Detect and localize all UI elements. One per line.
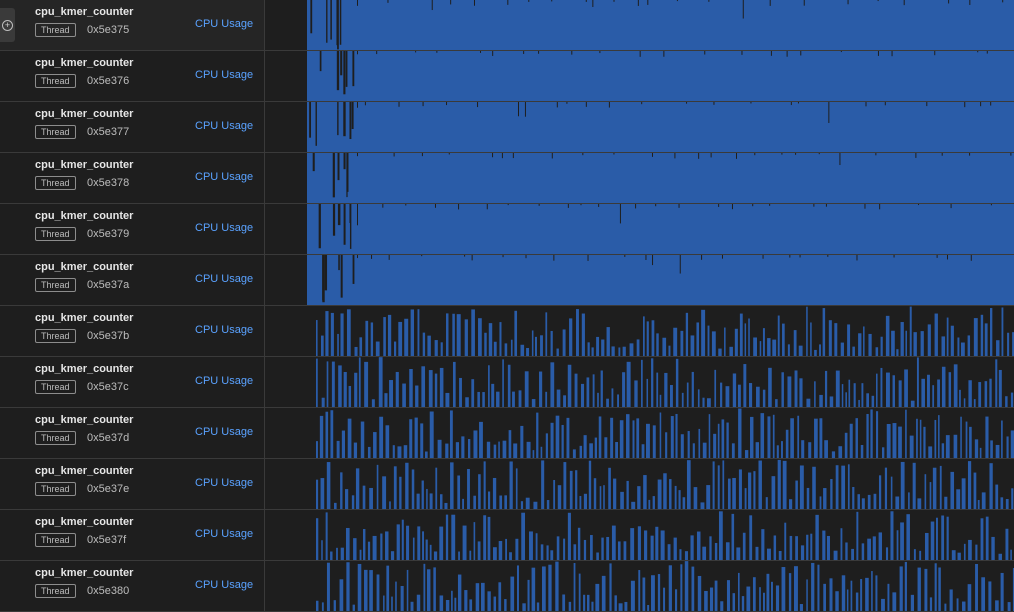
thread-id: 0x5e37f — [87, 534, 127, 546]
cpu-usage-graph — [307, 102, 1014, 152]
thread-badge: Thread — [35, 74, 76, 88]
thread-label-cell[interactable]: cpu_kmer_counter Thread 0x5e378 CPU Usage — [0, 153, 265, 203]
cpu-usage-track[interactable] — [266, 102, 1014, 152]
cpu-usage-link[interactable]: CPU Usage — [195, 579, 254, 591]
thread-row[interactable]: + cpu_kmer_counter Thread 0x5e375 CPU Usage — [0, 0, 1014, 51]
plus-glyph: + — [2, 19, 13, 31]
thread-id: 0x5e37d — [87, 432, 130, 444]
process-name: cpu_kmer_counter — [35, 6, 134, 18]
cpu-usage-track[interactable] — [266, 459, 1014, 509]
thread-row[interactable]: cpu_kmer_counter Thread 0x5e37b CPU Usage — [0, 306, 1014, 357]
thread-row[interactable]: cpu_kmer_counter Thread 0x5e37f CPU Usage — [0, 510, 1014, 561]
thread-label-cell[interactable]: cpu_kmer_counter Thread 0x5e376 CPU Usage — [0, 51, 265, 101]
thread-id: 0x5e380 — [87, 585, 130, 597]
thread-badge: Thread — [35, 23, 76, 37]
thread-badge: Thread — [35, 482, 76, 496]
cpu-usage-link[interactable]: CPU Usage — [195, 120, 254, 132]
thread-row[interactable]: cpu_kmer_counter Thread 0x5e380 CPU Usage — [0, 561, 1014, 612]
thread-id: 0x5e37b — [87, 330, 130, 342]
cpu-usage-track[interactable] — [266, 306, 1014, 356]
process-name: cpu_kmer_counter — [35, 159, 134, 171]
thread-badge: Thread — [35, 584, 76, 598]
thread-label-cell[interactable]: cpu_kmer_counter Thread 0x5e37d CPU Usage — [0, 408, 265, 458]
cpu-usage-graph — [316, 357, 1014, 407]
thread-badge: Thread — [35, 278, 76, 292]
cpu-usage-track[interactable] — [266, 510, 1014, 560]
cpu-usage-graph — [307, 153, 1014, 203]
thread-row[interactable]: cpu_kmer_counter Thread 0x5e379 CPU Usage — [0, 204, 1014, 255]
cpu-usage-track[interactable] — [266, 255, 1014, 305]
thread-id: 0x5e37e — [87, 483, 130, 495]
cpu-usage-link[interactable]: CPU Usage — [195, 477, 254, 489]
thread-badge: Thread — [35, 227, 76, 241]
thread-label-cell[interactable]: + cpu_kmer_counter Thread 0x5e375 CPU Usage — [0, 0, 265, 50]
thread-id: 0x5e379 — [87, 228, 130, 240]
thread-row[interactable]: cpu_kmer_counter Thread 0x5e378 CPU Usage — [0, 153, 1014, 204]
thread-label-cell[interactable]: cpu_kmer_counter Thread 0x5e37f CPU Usage — [0, 510, 265, 560]
cpu-usage-link[interactable]: CPU Usage — [195, 171, 254, 183]
thread-id: 0x5e378 — [87, 177, 130, 189]
cpu-usage-link[interactable]: CPU Usage — [195, 426, 254, 438]
thread-badge: Thread — [35, 176, 76, 190]
thread-row[interactable]: cpu_kmer_counter Thread 0x5e376 CPU Usage — [0, 51, 1014, 102]
cpu-usage-track[interactable] — [266, 204, 1014, 254]
thread-label-cell[interactable]: cpu_kmer_counter Thread 0x5e379 CPU Usage — [0, 204, 265, 254]
cpu-usage-track[interactable] — [266, 0, 1014, 50]
cpu-usage-track[interactable] — [266, 153, 1014, 203]
process-name: cpu_kmer_counter — [35, 261, 134, 273]
thread-label-cell[interactable]: cpu_kmer_counter Thread 0x5e380 CPU Usage — [0, 561, 265, 611]
cpu-usage-link[interactable]: CPU Usage — [195, 222, 254, 234]
cpu-usage-graph — [307, 204, 1014, 254]
cpu-usage-link[interactable]: CPU Usage — [195, 375, 254, 387]
process-name: cpu_kmer_counter — [35, 312, 134, 324]
cpu-usage-link[interactable]: CPU Usage — [195, 324, 254, 336]
thread-badge: Thread — [35, 431, 76, 445]
process-name: cpu_kmer_counter — [35, 363, 134, 375]
thread-id: 0x5e37a — [87, 279, 130, 291]
cpu-usage-link[interactable]: CPU Usage — [195, 18, 254, 30]
thread-row[interactable]: cpu_kmer_counter Thread 0x5e377 CPU Usage — [0, 102, 1014, 153]
thread-id: 0x5e375 — [87, 24, 130, 36]
thread-badge: Thread — [35, 329, 76, 343]
thread-id: 0x5e376 — [87, 75, 130, 87]
process-name: cpu_kmer_counter — [35, 210, 134, 222]
cpu-usage-link[interactable]: CPU Usage — [195, 69, 254, 81]
cpu-usage-graph — [316, 408, 1014, 458]
process-name: cpu_kmer_counter — [35, 414, 134, 426]
plus-circle-icon[interactable]: + — [0, 8, 15, 42]
thread-badge: Thread — [35, 533, 76, 547]
thread-label-cell[interactable]: cpu_kmer_counter Thread 0x5e37a CPU Usage — [0, 255, 265, 305]
process-name: cpu_kmer_counter — [35, 57, 134, 69]
cpu-usage-graph — [316, 306, 1014, 356]
thread-row[interactable]: cpu_kmer_counter Thread 0x5e37e CPU Usage — [0, 459, 1014, 510]
thread-label-cell[interactable]: cpu_kmer_counter Thread 0x5e37b CPU Usage — [0, 306, 265, 356]
cpu-usage-graph — [307, 51, 1014, 101]
thread-badge: Thread — [35, 125, 76, 139]
cpu-usage-track[interactable] — [266, 357, 1014, 407]
cpu-usage-link[interactable]: CPU Usage — [195, 273, 254, 285]
thread-id: 0x5e377 — [87, 126, 130, 138]
thread-id: 0x5e37c — [87, 381, 129, 393]
process-name: cpu_kmer_counter — [35, 108, 134, 120]
process-name: cpu_kmer_counter — [35, 567, 134, 579]
cpu-usage-track[interactable] — [266, 561, 1014, 611]
cpu-usage-graph — [316, 511, 1012, 560]
cpu-usage-track[interactable] — [266, 51, 1014, 101]
process-name: cpu_kmer_counter — [35, 465, 134, 477]
cpu-usage-link[interactable]: CPU Usage — [195, 528, 254, 540]
thread-label-cell[interactable]: cpu_kmer_counter Thread 0x5e377 CPU Usage — [0, 102, 265, 152]
thread-row[interactable]: cpu_kmer_counter Thread 0x5e37d CPU Usage — [0, 408, 1014, 459]
cpu-usage-track[interactable] — [266, 408, 1014, 458]
thread-row[interactable]: cpu_kmer_counter Thread 0x5e37c CPU Usage — [0, 357, 1014, 408]
process-name: cpu_kmer_counter — [35, 516, 134, 528]
thread-badge: Thread — [35, 380, 76, 394]
thread-label-cell[interactable]: cpu_kmer_counter Thread 0x5e37c CPU Usage — [0, 357, 265, 407]
thread-row[interactable]: cpu_kmer_counter Thread 0x5e37a CPU Usage — [0, 255, 1014, 306]
cpu-usage-graph — [316, 459, 1014, 509]
cpu-usage-graph — [307, 255, 1014, 305]
thread-label-cell[interactable]: cpu_kmer_counter Thread 0x5e37e CPU Usage — [0, 459, 265, 509]
cpu-usage-graph — [307, 0, 1014, 50]
cpu-usage-graph — [316, 561, 1014, 611]
